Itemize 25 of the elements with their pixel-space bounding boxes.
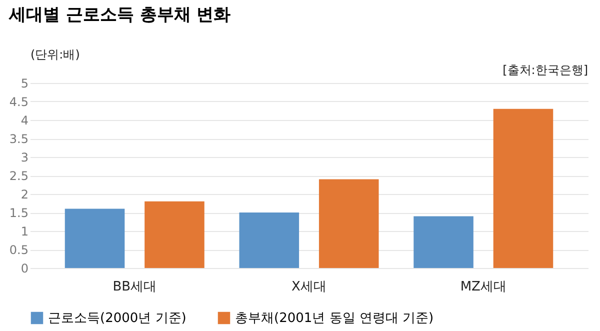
text: [출처:한국은행] <box>502 63 588 77</box>
y-tick-label: 5 <box>20 76 28 90</box>
x-tick-label: X세대 <box>292 280 326 294</box>
bar <box>493 108 554 268</box>
bar <box>318 179 379 268</box>
y-tick-label: 1.5 <box>9 206 28 220</box>
bar <box>64 208 125 268</box>
legend-label: 총부채(2001년 동일 연령대 기준) <box>235 311 434 326</box>
y-tick-label: 2.5 <box>9 169 28 183</box>
chart-title: 세대별 근로소득 총부채 변화 <box>8 5 231 25</box>
legend-label: 근로소득(2000년 기준) <box>48 311 186 326</box>
y-tick-label: 4 <box>20 114 28 128</box>
bar <box>414 216 474 268</box>
x-tick-label: MZ세대 <box>460 280 506 294</box>
x-tick-label: BB세대 <box>112 280 157 294</box>
y-tick-label: 1 <box>20 224 28 238</box>
y-tick-label: 2 <box>20 188 28 202</box>
bar <box>144 201 204 268</box>
y-tick-label: 3.5 <box>9 132 28 146</box>
y-tick-label: 4.5 <box>9 95 28 109</box>
y-tick-label: 0 <box>20 262 28 276</box>
bar <box>239 212 300 268</box>
y-axis-title: (단위:배) <box>30 48 80 62</box>
y-tick-label: 0.5 <box>9 243 28 257</box>
y-tick-label: 3 <box>20 150 28 164</box>
